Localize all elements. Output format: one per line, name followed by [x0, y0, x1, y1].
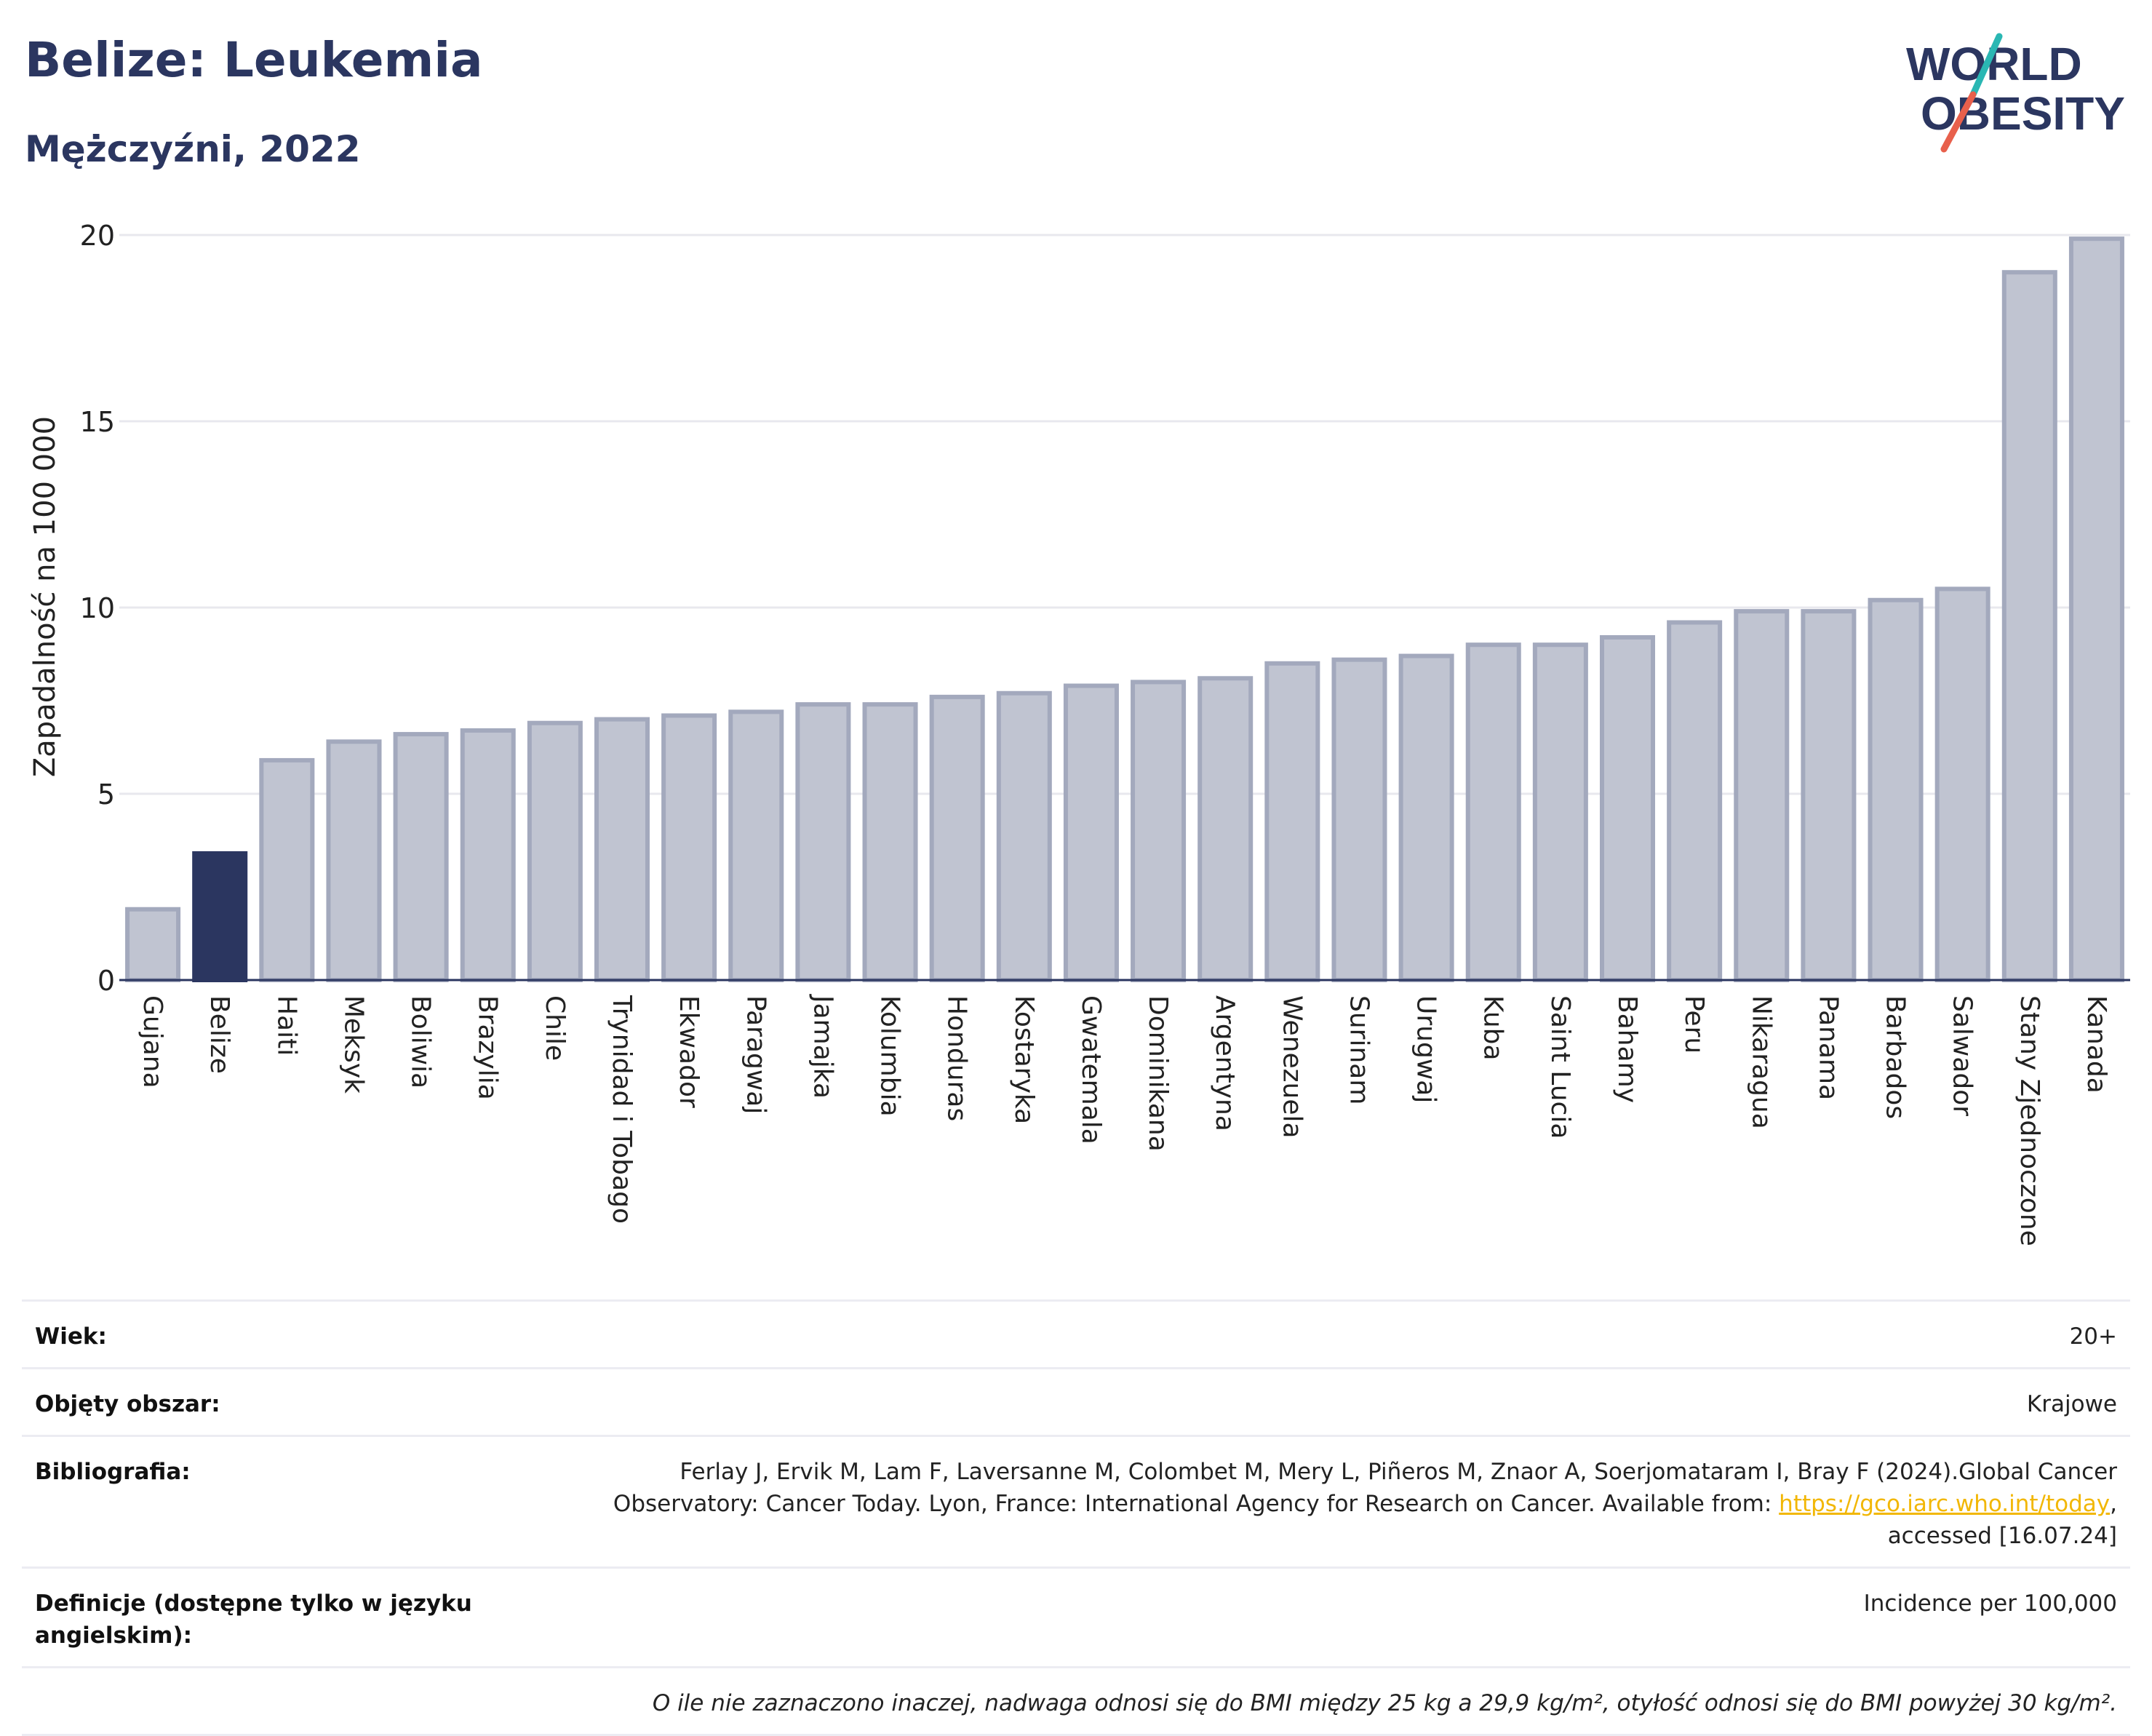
bar-meksyk[interactable] [326, 739, 382, 982]
logo-slash-red [1940, 91, 1977, 153]
info-row-note: O ile nie zaznaczono inaczej, nadwaga od… [22, 1666, 2130, 1736]
x-tick-label: Boliwia [406, 995, 436, 1088]
bar-chile[interactable] [527, 720, 583, 982]
x-tick-label: Kanada [2081, 995, 2111, 1094]
x-tick-label: Urugwaj [1411, 995, 1441, 1103]
info-row-age: Wiek: 20+ [22, 1299, 2130, 1367]
bar-brazylia[interactable] [460, 728, 516, 983]
x-tick-label: Jamajka [808, 994, 837, 1099]
x-tick-label: Dominikana [1143, 995, 1173, 1152]
x-tick-label: Bahamy [1612, 995, 1642, 1103]
bar-trynidad-i-tobago[interactable] [594, 717, 650, 982]
bar-chart: 0 5 10 15 20 Gujana Belize Haiti Meksyk Boliwia B… [80, 220, 2130, 1246]
y-tick-label: 0 [97, 965, 115, 997]
chart-title: Belize: Leukemia [25, 32, 483, 88]
logo-slash-teal [1969, 33, 2003, 98]
x-tick-labels: Gujana Belize Haiti Meksyk Boliwia Brazylia Ch… [138, 994, 2111, 1246]
bibliography-accessed: , accessed [16.07.24] [1887, 1491, 2117, 1549]
x-tick-label: Haiti [271, 995, 301, 1056]
bibliography-text: Ferlay J, Ervik M, Lam F, Laversanne M, … [613, 1459, 2117, 1517]
y-tick-labels: 0 5 10 15 20 [80, 220, 115, 997]
bar-dominikana[interactable] [1131, 680, 1187, 983]
x-tick-label: Saint Lucia [1545, 995, 1575, 1139]
bar-paragwaj[interactable] [728, 709, 784, 982]
x-tick-label: Wenezuela [1277, 995, 1307, 1139]
area-value: Krajowe [2026, 1391, 2117, 1417]
bar-kuba[interactable] [1465, 642, 1521, 982]
x-tick-label: Brazylia [473, 995, 503, 1100]
bar-kolumbia[interactable] [862, 702, 918, 982]
bar-argentyna[interactable] [1197, 676, 1254, 983]
bar-barbados[interactable] [1868, 597, 1924, 982]
bibliography-label: Bibliografia: [35, 1459, 191, 1485]
age-value: 20+ [2069, 1323, 2117, 1350]
bar-honduras[interactable] [929, 694, 985, 982]
world-obesity-logo: WORLD OBESITY [1906, 33, 2125, 153]
info-row-definitions: Definicje (dostępne tylko w języku angie… [22, 1566, 2130, 1666]
x-tick-label: Gujana [138, 995, 167, 1088]
bar-wenezuela[interactable] [1264, 661, 1320, 982]
bar-kanada[interactable] [2068, 236, 2124, 982]
bar-saint-lucia[interactable] [1532, 642, 1588, 982]
y-tick-label: 15 [80, 406, 115, 438]
x-tick-label: Panama [1813, 995, 1843, 1100]
bar-jamajka[interactable] [795, 702, 851, 982]
x-tick-label: Barbados [1881, 995, 1910, 1119]
bar-salwador[interactable] [1934, 586, 1990, 982]
bar-boliwia[interactable] [393, 732, 449, 983]
bmi-note: O ile nie zaznaczono inaczej, nadwaga od… [652, 1690, 2117, 1716]
x-tick-label: Paragwaj [741, 995, 770, 1114]
bar-nikaragua[interactable] [1734, 609, 1790, 982]
info-row-bibliography: Bibliografia: Ferlay J, Ervik M, Lam F, … [22, 1435, 2130, 1566]
x-tick-label: Trynidad i Tobago [607, 995, 637, 1224]
x-tick-label: Salwador [1948, 995, 1977, 1116]
x-tick-label: Kuba [1478, 995, 1508, 1061]
x-tick-label: Honduras [942, 995, 972, 1121]
definitions-value: Incidence per 100,000 [1863, 1590, 2117, 1617]
x-tick-label: Peru [1679, 995, 1709, 1054]
y-axis-label: Zapadalność na 100 000 [28, 415, 62, 778]
y-tick-label: 10 [80, 592, 115, 624]
bar-haiti[interactable] [259, 757, 315, 983]
area-label: Objęty obszar: [35, 1391, 220, 1417]
x-tick-label: Ekwador [674, 995, 704, 1108]
bar-kostaryka[interactable] [996, 690, 1052, 982]
info-table: Wiek: 20+ Objęty obszar: Krajowe Bibliog… [22, 1299, 2130, 1736]
y-tick-label: 5 [97, 779, 115, 811]
x-tick-label: Stany Zjednoczone [2014, 995, 2044, 1246]
x-tick-label: Surinam [1344, 995, 1374, 1104]
bibliography-link[interactable]: https://gco.iarc.who.int/today [1779, 1491, 2111, 1517]
bar-surinam[interactable] [1331, 657, 1387, 982]
x-tick-label: Chile [540, 995, 570, 1061]
x-tick-label: Belize [204, 995, 234, 1074]
y-tick-label: 20 [80, 220, 115, 252]
age-label: Wiek: [35, 1323, 107, 1350]
x-tick-label: Argentyna [1210, 995, 1240, 1131]
bar-belize[interactable] [192, 851, 248, 983]
chart-subtitle: Mężczyźni, 2022 [25, 128, 361, 170]
x-tick-label: Meksyk [338, 995, 368, 1094]
x-tick-label: Nikaragua [1746, 995, 1776, 1129]
bar-gujana[interactable] [125, 907, 181, 982]
definitions-label: Definicje (dostępne tylko w języku angie… [35, 1590, 472, 1649]
grid-lines [119, 234, 2130, 795]
x-tick-label: Gwatemala [1076, 995, 1106, 1144]
bar-gwatemala[interactable] [1063, 683, 1119, 983]
bibliography-value: Ferlay J, Ervik M, Lam F, Laversanne M, … [589, 1456, 2117, 1552]
bar-peru[interactable] [1667, 620, 1723, 982]
bar-urugwaj[interactable] [1398, 653, 1454, 982]
info-row-area: Objęty obszar: Krajowe [22, 1367, 2130, 1435]
x-tick-label: Kostaryka [1009, 995, 1039, 1124]
bar-panama[interactable] [1801, 609, 1857, 982]
x-tick-label: Kolumbia [875, 995, 905, 1117]
bar-stany-zjednoczone[interactable] [2001, 270, 2057, 982]
bars [125, 236, 2124, 983]
bar-ekwador[interactable] [661, 713, 717, 982]
bar-bahamy[interactable] [1599, 634, 1656, 983]
